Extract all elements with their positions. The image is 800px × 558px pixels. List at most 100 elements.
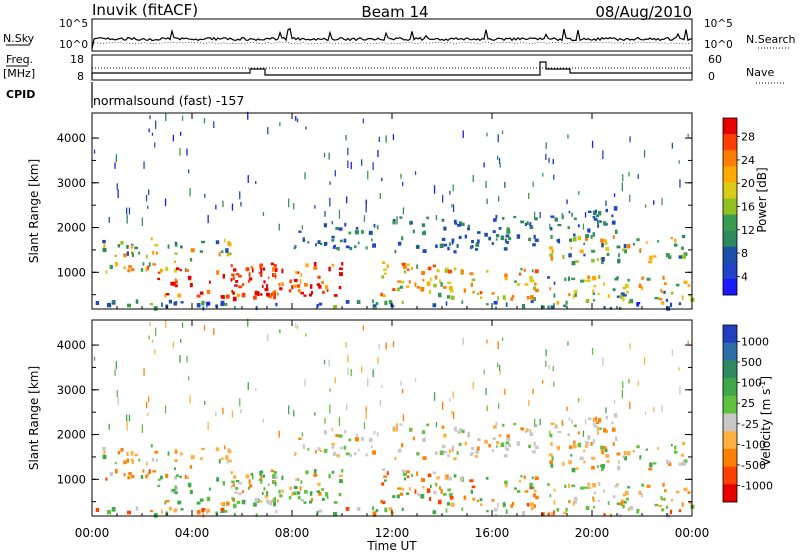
velocity-cell [278, 430, 280, 438]
power-cell [601, 257, 605, 262]
power-cell [164, 293, 167, 298]
power-cell [174, 252, 178, 255]
power-cell [629, 136, 631, 143]
power-cell [439, 243, 444, 249]
velocity-cell [687, 491, 691, 494]
power-cell [520, 268, 523, 271]
velocity-cell [463, 495, 467, 500]
velocity-cell [524, 430, 527, 433]
power-cell [399, 285, 404, 289]
power-cell [467, 224, 470, 228]
velocity-cell [577, 442, 582, 448]
velocity-cell [147, 472, 149, 477]
velocity-cell [238, 482, 242, 485]
power-cell [504, 273, 508, 278]
velocity-cell [528, 444, 531, 449]
power-cell [665, 298, 669, 302]
power-cell [448, 242, 451, 246]
power-cell [372, 304, 377, 309]
velocity-cell [529, 486, 532, 490]
velocity-cell [545, 349, 547, 356]
velocity-cell [661, 497, 664, 501]
power-cell [612, 288, 616, 292]
velocity-cell [550, 441, 553, 446]
velocity-cell [472, 497, 475, 501]
power-cell [550, 305, 555, 309]
power-cell [266, 292, 270, 297]
power-cell [571, 277, 576, 281]
power-cell [530, 295, 534, 300]
velocity-colorbar-label: Velocity [m s-1] [758, 376, 773, 466]
power-cell [238, 285, 243, 289]
velocity-cell [293, 410, 295, 417]
power-cell [313, 262, 317, 267]
power-cell [331, 221, 333, 225]
velocity-cell [190, 455, 195, 460]
power-cell [176, 267, 180, 271]
power-cell [347, 147, 349, 156]
power-cell [117, 189, 119, 198]
velocity-cell [313, 473, 318, 477]
velocity-cell [235, 487, 239, 490]
velocity-cell [491, 449, 494, 452]
velocity-cell [131, 459, 134, 464]
power-cell [532, 243, 536, 247]
velocity-cell [227, 448, 231, 451]
power-cell [660, 288, 663, 293]
colorbar-tick: -500 [741, 459, 766, 472]
velocity-cell [295, 477, 298, 482]
power-cell [242, 283, 245, 286]
velocity-cell [476, 499, 479, 503]
power-cell [380, 292, 383, 297]
velocity-cell [227, 449, 232, 454]
power-cell [495, 238, 498, 241]
power-cell [376, 225, 379, 230]
power-cell [681, 254, 686, 259]
velocity-cell [422, 456, 427, 460]
velocity-cell [592, 417, 596, 423]
power-cell [680, 246, 684, 250]
power-cell [534, 238, 539, 242]
power-cell [190, 248, 195, 253]
power-cell [632, 242, 635, 246]
velocity-cell [151, 458, 155, 462]
power-cell [471, 278, 476, 282]
power-cell [325, 285, 329, 290]
power-cell [316, 283, 321, 286]
velocity-cell [529, 429, 532, 434]
power-cell [486, 132, 488, 137]
velocity-cell [302, 444, 305, 449]
velocity-cell [231, 496, 233, 500]
power-cell [273, 292, 276, 296]
power-cell [472, 174, 474, 182]
velocity-cell [400, 380, 402, 386]
velocity-cell [248, 479, 251, 484]
velocity-cell [501, 337, 504, 342]
power-cell [260, 268, 262, 273]
power-cell [474, 248, 479, 251]
velocity-cell [258, 478, 263, 482]
power-cell [440, 282, 443, 287]
velocity-cell [592, 423, 596, 426]
power-cell [561, 212, 563, 219]
power-cell [582, 223, 585, 230]
velocity-cell [220, 510, 225, 513]
power-cell [587, 228, 591, 233]
power-cell [636, 238, 640, 242]
velocity-cell [526, 428, 529, 432]
power-cell [189, 258, 192, 262]
velocity-cell [613, 413, 618, 418]
power-cell [316, 303, 319, 308]
velocity-cell [506, 434, 510, 438]
velocity-cell [172, 488, 176, 492]
velocity-cell [207, 422, 209, 431]
velocity-cell [552, 366, 554, 372]
power-cell [526, 221, 529, 225]
power-cell [258, 271, 263, 275]
power-cell [472, 290, 475, 294]
velocity-cell [611, 421, 614, 425]
velocity-cell [262, 474, 266, 478]
velocity-cell [557, 445, 561, 451]
colorbar-swatch [723, 166, 737, 183]
